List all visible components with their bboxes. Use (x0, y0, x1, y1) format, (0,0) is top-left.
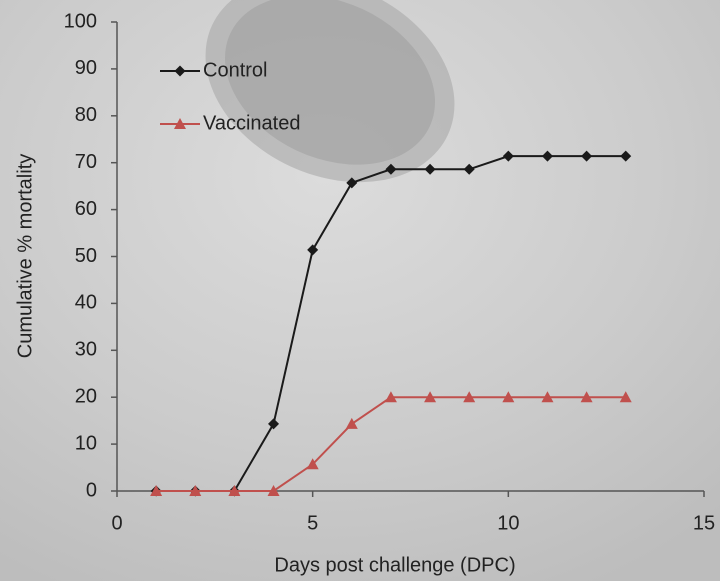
data-point (267, 485, 280, 496)
data-point (268, 418, 280, 430)
data-point (228, 485, 241, 496)
data-point (541, 150, 553, 162)
legend-label: Control (203, 59, 267, 81)
y-tick-label: 10 (75, 432, 97, 454)
data-point (424, 163, 436, 175)
legend-marker (174, 118, 186, 129)
y-axis-label: Cumulative % mortality (14, 154, 36, 359)
legend-label: Vaccinated (203, 112, 300, 134)
data-point (346, 177, 358, 189)
y-tick-label: 50 (75, 245, 97, 267)
data-point (424, 391, 437, 403)
data-point (150, 485, 163, 496)
data-point (580, 391, 593, 403)
y-tick-label: 90 (75, 57, 97, 79)
data-point (189, 485, 202, 496)
y-tick-label: 60 (75, 198, 97, 220)
data-point (306, 458, 319, 470)
y-tick-label: 20 (75, 385, 97, 407)
legend-marker (174, 65, 186, 77)
y-tick-label: 0 (86, 479, 97, 501)
y-tick-label: 100 (64, 10, 97, 32)
y-tick-label: 70 (75, 151, 97, 173)
y-tick-label: 80 (75, 104, 97, 126)
data-point (345, 417, 358, 429)
background-shape (224, 0, 436, 165)
x-tick-label: 15 (693, 512, 715, 534)
data-point (620, 150, 632, 162)
data-point (463, 163, 475, 175)
data-point (502, 391, 515, 403)
data-point (619, 391, 632, 403)
x-tick-label: 10 (497, 512, 519, 534)
y-tick-label: 40 (75, 292, 97, 314)
data-point (502, 150, 514, 162)
x-axis-label: Days post challenge (DPC) (274, 554, 515, 576)
data-point (307, 244, 319, 256)
data-point (581, 150, 593, 162)
x-tick-label: 5 (307, 512, 318, 534)
y-tick-label: 30 (75, 339, 97, 361)
data-point (541, 391, 554, 403)
data-point (385, 163, 397, 175)
data-point (463, 391, 476, 403)
data-point (384, 391, 397, 403)
x-tick-label: 0 (111, 512, 122, 534)
